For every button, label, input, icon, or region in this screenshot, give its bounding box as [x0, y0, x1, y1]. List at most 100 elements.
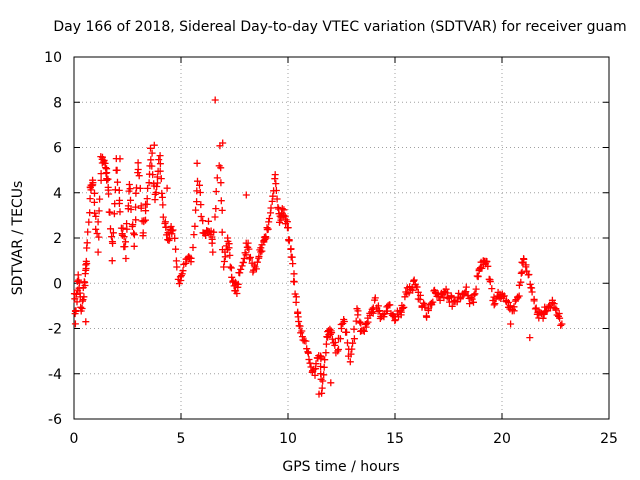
data-point — [125, 181, 133, 188]
data-point — [468, 295, 476, 303]
data-point — [556, 314, 564, 322]
data-point — [225, 244, 233, 252]
data-point — [84, 228, 92, 236]
data-point — [128, 223, 136, 230]
data-point — [285, 236, 293, 244]
data-point — [71, 320, 79, 328]
data-point — [349, 339, 357, 347]
data-point — [147, 156, 155, 164]
data-point — [518, 268, 526, 276]
data-point — [154, 179, 161, 187]
data-point — [532, 304, 540, 312]
y-tick-label: 10 — [44, 50, 62, 66]
data-point — [491, 300, 499, 308]
data-point — [510, 303, 518, 311]
data-point — [148, 162, 156, 170]
data-point — [92, 212, 100, 220]
data-point — [391, 316, 399, 324]
data-point — [90, 198, 98, 206]
data-point — [317, 355, 325, 363]
data-point — [356, 318, 364, 326]
data-point — [175, 280, 183, 288]
data-point — [331, 339, 339, 346]
data-point — [273, 195, 281, 203]
x-axis-label: GPS time / hours — [282, 459, 399, 475]
data-point — [108, 233, 116, 241]
data-point — [340, 318, 348, 325]
data-point — [211, 96, 219, 104]
data-point — [520, 255, 528, 263]
data-point — [410, 276, 418, 284]
data-point — [189, 244, 197, 251]
data-point — [135, 172, 143, 180]
x-tick-label: 10 — [279, 431, 297, 447]
data-point — [462, 283, 470, 291]
data-point — [144, 184, 152, 192]
data-point — [159, 201, 167, 209]
data-point — [271, 171, 279, 179]
data-point — [130, 231, 138, 239]
data-point — [360, 327, 368, 335]
data-point — [92, 225, 100, 233]
data-point — [280, 206, 288, 214]
data-point — [83, 239, 91, 247]
data-point — [507, 320, 515, 328]
data-point — [500, 292, 508, 300]
data-point — [272, 180, 280, 188]
data-point — [357, 319, 365, 327]
data-point — [239, 258, 247, 266]
y-tick-label: -6 — [48, 412, 62, 428]
data-point — [490, 301, 498, 309]
data-point — [522, 261, 530, 269]
data-point — [334, 347, 342, 355]
data-point — [172, 245, 180, 253]
data-point — [122, 255, 130, 262]
data-point — [134, 159, 142, 167]
data-point — [400, 303, 408, 311]
data-point — [168, 227, 176, 235]
data-point — [178, 270, 186, 278]
data-point — [244, 239, 252, 247]
data-point — [191, 222, 199, 230]
data-point — [217, 197, 225, 205]
data-point — [226, 251, 234, 259]
data-point — [107, 225, 114, 233]
data-point — [517, 269, 525, 277]
data-point — [102, 169, 110, 177]
data-point — [252, 265, 260, 273]
x-tick-label: 15 — [386, 431, 404, 447]
data-point — [156, 160, 164, 168]
data-point — [119, 224, 127, 232]
data-point — [264, 225, 272, 233]
data-point — [104, 175, 112, 183]
data-point — [409, 286, 417, 294]
data-point — [93, 230, 101, 237]
data-point — [190, 231, 198, 239]
data-point — [228, 273, 236, 281]
data-point — [126, 185, 134, 193]
data-point — [169, 226, 177, 234]
data-point — [405, 289, 413, 297]
data-point — [197, 201, 205, 209]
data-point — [281, 212, 289, 220]
data-point — [123, 220, 131, 228]
data-point — [86, 195, 94, 203]
data-point — [127, 206, 135, 213]
data-point — [172, 257, 180, 265]
data-point — [442, 285, 450, 293]
data-point — [284, 224, 292, 232]
data-point — [471, 290, 479, 298]
data-point — [220, 263, 228, 271]
data-point — [416, 296, 424, 303]
data-point — [95, 233, 103, 241]
data-point — [109, 239, 117, 247]
data-point — [115, 200, 123, 207]
data-point — [97, 153, 105, 161]
data-point — [143, 195, 151, 203]
data-point — [287, 245, 295, 253]
data-point — [368, 305, 376, 313]
data-point — [205, 217, 212, 225]
data-point — [81, 279, 89, 287]
data-point — [288, 253, 296, 261]
data-point — [211, 213, 219, 221]
